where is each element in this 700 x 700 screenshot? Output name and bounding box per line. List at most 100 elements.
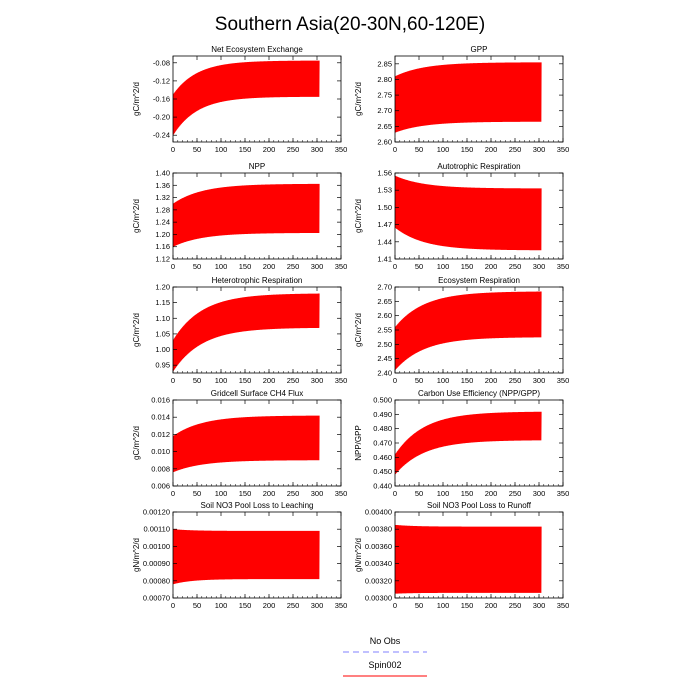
x-tick-label: 200	[263, 376, 276, 385]
panel-title: GPP	[471, 45, 488, 54]
y-tick-label: 0.480	[373, 424, 392, 433]
x-tick-label: 300	[533, 489, 546, 498]
series-line-1	[395, 62, 542, 133]
y-tick-label: 0.00120	[143, 508, 170, 517]
panel-title: NPP	[249, 162, 265, 171]
y-tick-label: 2.45	[377, 354, 392, 363]
y-tick-label: 0.00320	[365, 576, 392, 585]
y-tick-label: 1.36	[155, 181, 170, 190]
y-tick-label: 1.28	[155, 205, 170, 214]
panel-9: Soil NO3 Pool Loss to Leaching 0 50 100 150 2…	[132, 501, 347, 610]
y-tick-label: 1.24	[155, 218, 170, 227]
x-tick-label: 350	[335, 601, 348, 610]
y-tick-label: 2.80	[377, 75, 392, 84]
x-tick-label: 0	[393, 145, 397, 154]
series-line-1	[173, 293, 320, 372]
y-tick-label: 0.440	[373, 482, 392, 491]
y-tick-label: 0.00090	[143, 559, 170, 568]
x-tick-label: 350	[557, 262, 570, 271]
y-tick-label: 2.55	[377, 326, 392, 335]
panel-title: Net Ecosystem Exchange	[211, 45, 303, 54]
panel-frame	[172, 399, 342, 487]
x-tick-label: 0	[171, 376, 175, 385]
y-axis-label: gC/m^2/d	[354, 199, 363, 233]
x-tick-label: 150	[461, 601, 474, 610]
y-tick-label: 2.65	[377, 122, 392, 131]
x-tick-label: 250	[287, 376, 300, 385]
x-tick-label: 50	[415, 601, 423, 610]
panel-title: Ecosystem Respiration	[438, 276, 520, 285]
x-tick-label: 50	[415, 262, 423, 271]
panel-7: Gridcell Surface CH4 Flux 0 50 100 150 200 250…	[132, 389, 347, 498]
series-line-1	[395, 175, 542, 251]
panel-4: Autotrophic Respiration 0 50 100 150 200 250 30…	[354, 162, 569, 271]
y-tick-label: 2.40	[377, 369, 392, 378]
x-tick-label: 250	[509, 262, 522, 271]
panel-title: Gridcell Surface CH4 Flux	[211, 389, 303, 398]
x-tick-label: 350	[335, 376, 348, 385]
y-tick-label: 1.47	[377, 220, 392, 229]
x-tick-label: 50	[415, 489, 423, 498]
panel-title: Autotrophic Respiration	[437, 162, 520, 171]
x-tick-label: 250	[509, 489, 522, 498]
legend-label-2: Spin002	[368, 660, 401, 670]
y-tick-label: -0.16	[153, 95, 170, 104]
x-tick-label: 250	[509, 601, 522, 610]
x-tick-label: 0	[393, 376, 397, 385]
x-tick-label: 350	[335, 489, 348, 498]
y-tick-label: 2.65	[377, 297, 392, 306]
y-axis-label: gC/m^2/d	[132, 313, 141, 347]
y-tick-label: 1.00	[155, 345, 170, 354]
y-axis-label: gC/m^2/d	[132, 82, 141, 116]
x-tick-label: 200	[263, 601, 276, 610]
x-tick-label: 350	[335, 145, 348, 154]
x-tick-label: 0	[171, 601, 175, 610]
panel-title: Soil NO3 Pool Loss to Runoff	[427, 501, 532, 510]
panel-5: Heterotrophic Respiration 0 50 100 150 200 250…	[132, 276, 347, 385]
x-tick-label: 150	[239, 145, 252, 154]
x-tick-label: 350	[557, 489, 570, 498]
x-tick-label: 300	[533, 376, 546, 385]
x-tick-label: 350	[557, 601, 570, 610]
series-line-1	[173, 183, 320, 247]
x-tick-label: 150	[239, 601, 252, 610]
x-tick-label: 0	[393, 489, 397, 498]
y-tick-label: 0.470	[373, 439, 392, 448]
y-tick-label: 0.012	[151, 430, 170, 439]
x-tick-label: 50	[193, 262, 201, 271]
x-tick-label: 300	[533, 262, 546, 271]
panel-frame	[172, 511, 342, 599]
y-tick-label: -0.08	[153, 58, 170, 67]
x-tick-label: 0	[171, 489, 175, 498]
x-tick-label: 200	[263, 489, 276, 498]
y-tick-label: 1.20	[155, 283, 170, 292]
x-tick-label: 50	[415, 145, 423, 154]
x-tick-label: 100	[215, 489, 228, 498]
x-tick-label: 50	[415, 376, 423, 385]
panel-frame	[394, 511, 564, 599]
main-title: Southern Asia(20-30N,60-120E)	[215, 14, 485, 35]
x-tick-label: 150	[239, 376, 252, 385]
x-tick-label: 200	[485, 145, 498, 154]
y-tick-label: 0.95	[155, 361, 170, 370]
panel-1: Net Ecosystem Exchange 0 50 100 150 200 250 300…	[132, 45, 347, 154]
y-tick-label: 1.50	[377, 203, 392, 212]
y-tick-label: 0.010	[151, 447, 170, 456]
y-axis-label: gC/m^2/d	[354, 313, 363, 347]
x-tick-label: 150	[239, 262, 252, 271]
x-tick-label: 0	[171, 262, 175, 271]
x-tick-label: 0	[393, 601, 397, 610]
x-tick-label: 100	[437, 376, 450, 385]
x-tick-label: 200	[485, 601, 498, 610]
x-tick-label: 250	[287, 262, 300, 271]
y-tick-label: 0.460	[373, 453, 392, 462]
y-tick-label: 2.70	[377, 283, 392, 292]
series-line-1	[173, 60, 320, 136]
y-tick-label: 1.44	[377, 237, 392, 246]
y-tick-label: 2.70	[377, 106, 392, 115]
y-tick-label: 0.00100	[143, 542, 170, 551]
x-tick-label: 50	[193, 489, 201, 498]
x-tick-label: 50	[193, 601, 201, 610]
y-tick-label: 0.450	[373, 467, 392, 476]
x-tick-label: 250	[287, 145, 300, 154]
